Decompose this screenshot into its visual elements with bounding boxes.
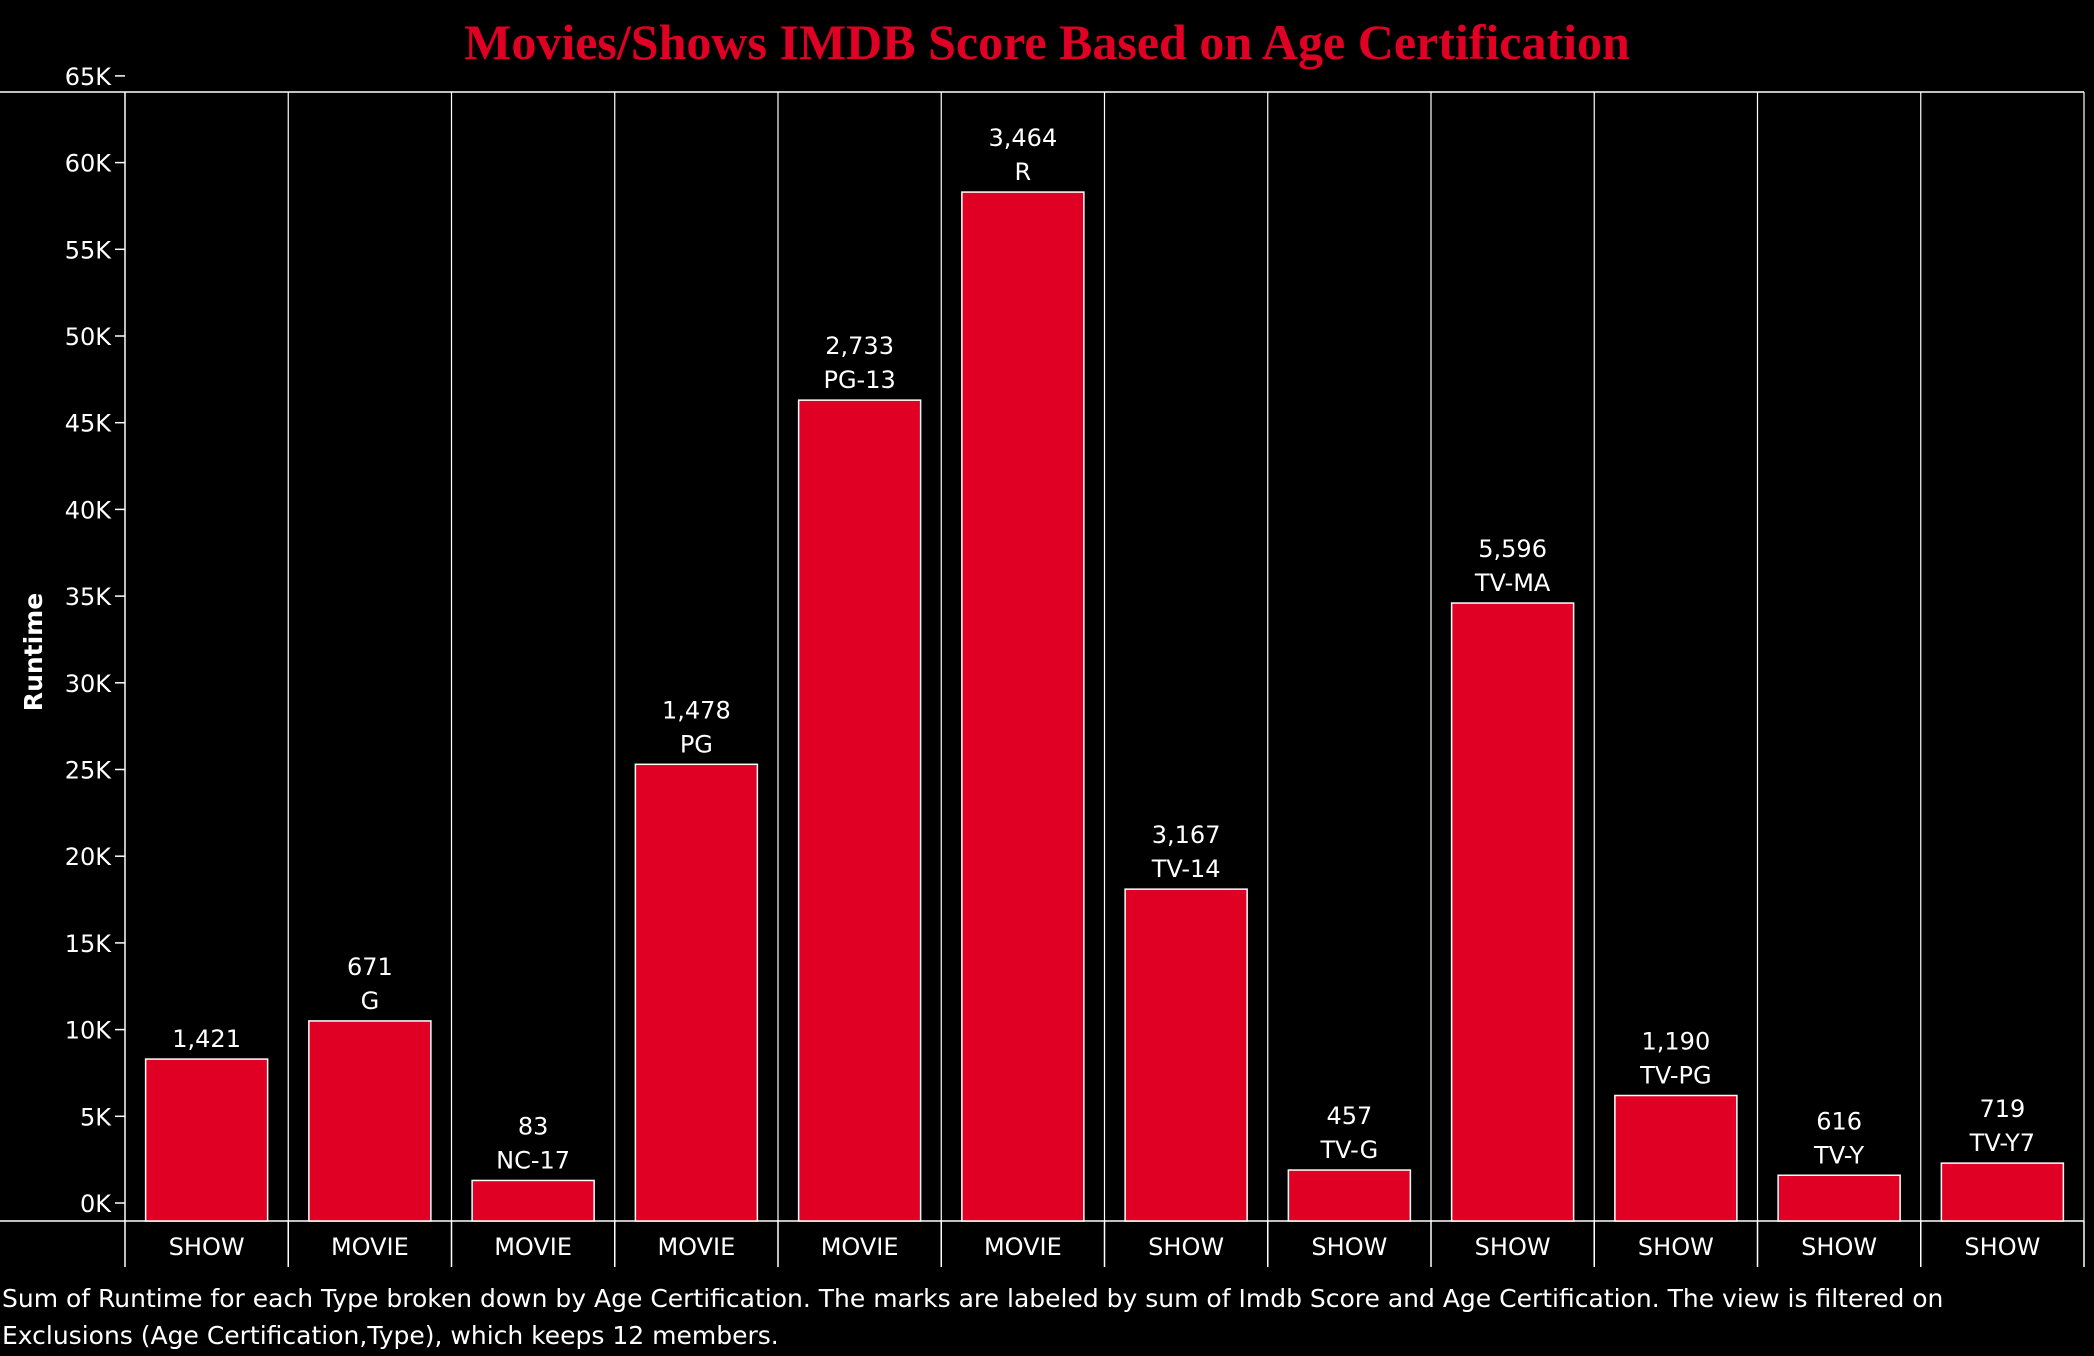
bar-value-label: 719 [1979,1095,2025,1123]
bar-certification-label: TV-PG [1639,1061,1711,1089]
bar-value-label: 2,733 [825,332,894,360]
bar-value-label: 3,464 [989,124,1058,152]
chart-title: Movies/Shows IMDB Score Based on Age Cer… [464,14,1630,70]
x-category-label: SHOW [1964,1233,2040,1261]
bar-certification-label: PG [680,730,713,758]
chart-caption: Sum of Runtime for each Type broken down… [2,1284,1944,1350]
y-axis-label: Runtime [19,593,48,711]
bar-value-label: 5,596 [1478,535,1547,563]
bar [1614,1094,1738,1222]
bar-value-label: 83 [518,1112,549,1140]
bar [308,1020,432,1222]
bar-certification-label: NC-17 [496,1146,570,1174]
y-tick-label: 5K [80,1103,112,1131]
bar-value-label: 457 [1326,1102,1372,1130]
y-tick-label: 60K [65,150,113,178]
bar-certification-label: TV-14 [1151,855,1221,883]
bar [1124,888,1248,1222]
x-category-label: SHOW [1311,1233,1387,1261]
x-category-label: SHOW [1801,1233,1877,1261]
bar-certification-label: G [361,987,380,1015]
x-category-label: SHOW [169,1233,245,1261]
y-tick-label: 55K [65,236,113,264]
y-tick-label: 30K [65,670,113,698]
bar [1777,1174,1901,1222]
x-category-label: MOVIE [984,1233,1062,1261]
bar [634,763,759,1222]
x-category-label: SHOW [1638,1233,1714,1261]
bar-certification-label: TV-G [1319,1136,1378,1164]
bar [1287,1169,1412,1222]
bar [471,1179,595,1222]
bar [144,1058,269,1222]
y-tick-label: 40K [65,496,113,524]
bar [961,191,1085,1222]
x-category-label: MOVIE [494,1233,572,1261]
y-tick-label: 45K [65,410,113,438]
x-category-label: SHOW [1148,1233,1224,1261]
bar-certification-label: R [1015,158,1032,186]
y-tick-label: 65K [65,63,113,91]
bar-value-label: 1,478 [662,696,731,724]
bar-value-label: 671 [347,953,393,981]
y-tick-label: 35K [65,583,113,611]
y-tick-label: 15K [65,930,113,958]
y-tick-label: 25K [65,757,113,785]
bar-value-label: 3,167 [1152,821,1221,849]
bar-certification-label: TV-MA [1474,569,1551,597]
y-tick-label: 50K [65,323,113,351]
chart-bars [144,191,2065,1222]
bar-value-label: 616 [1816,1107,1862,1135]
x-category-label: MOVIE [657,1233,735,1261]
bar [1940,1162,2065,1222]
bar-certification-label: TV-Y7 [1969,1129,2035,1157]
bar [1450,602,1575,1222]
x-category-label: SHOW [1475,1233,1551,1261]
bar-certification-label: PG-13 [823,366,895,394]
bar [797,399,922,1222]
y-tick-label: 20K [65,843,113,871]
bar-value-label: 1,190 [1642,1027,1711,1055]
bar-certification-label: TV-Y [1813,1141,1864,1169]
x-category-label: MOVIE [331,1233,409,1261]
bar-value-label: 1,421 [172,1025,241,1053]
chart-labels: 1,421 SHOW 671 G MOVIE 83 NC-17 MOVIE 1,478 PG MOV… [169,124,2041,1261]
y-tick-label: 10K [65,1017,113,1045]
x-category-label: MOVIE [821,1233,899,1261]
y-tick-label: 0K [80,1190,112,1218]
